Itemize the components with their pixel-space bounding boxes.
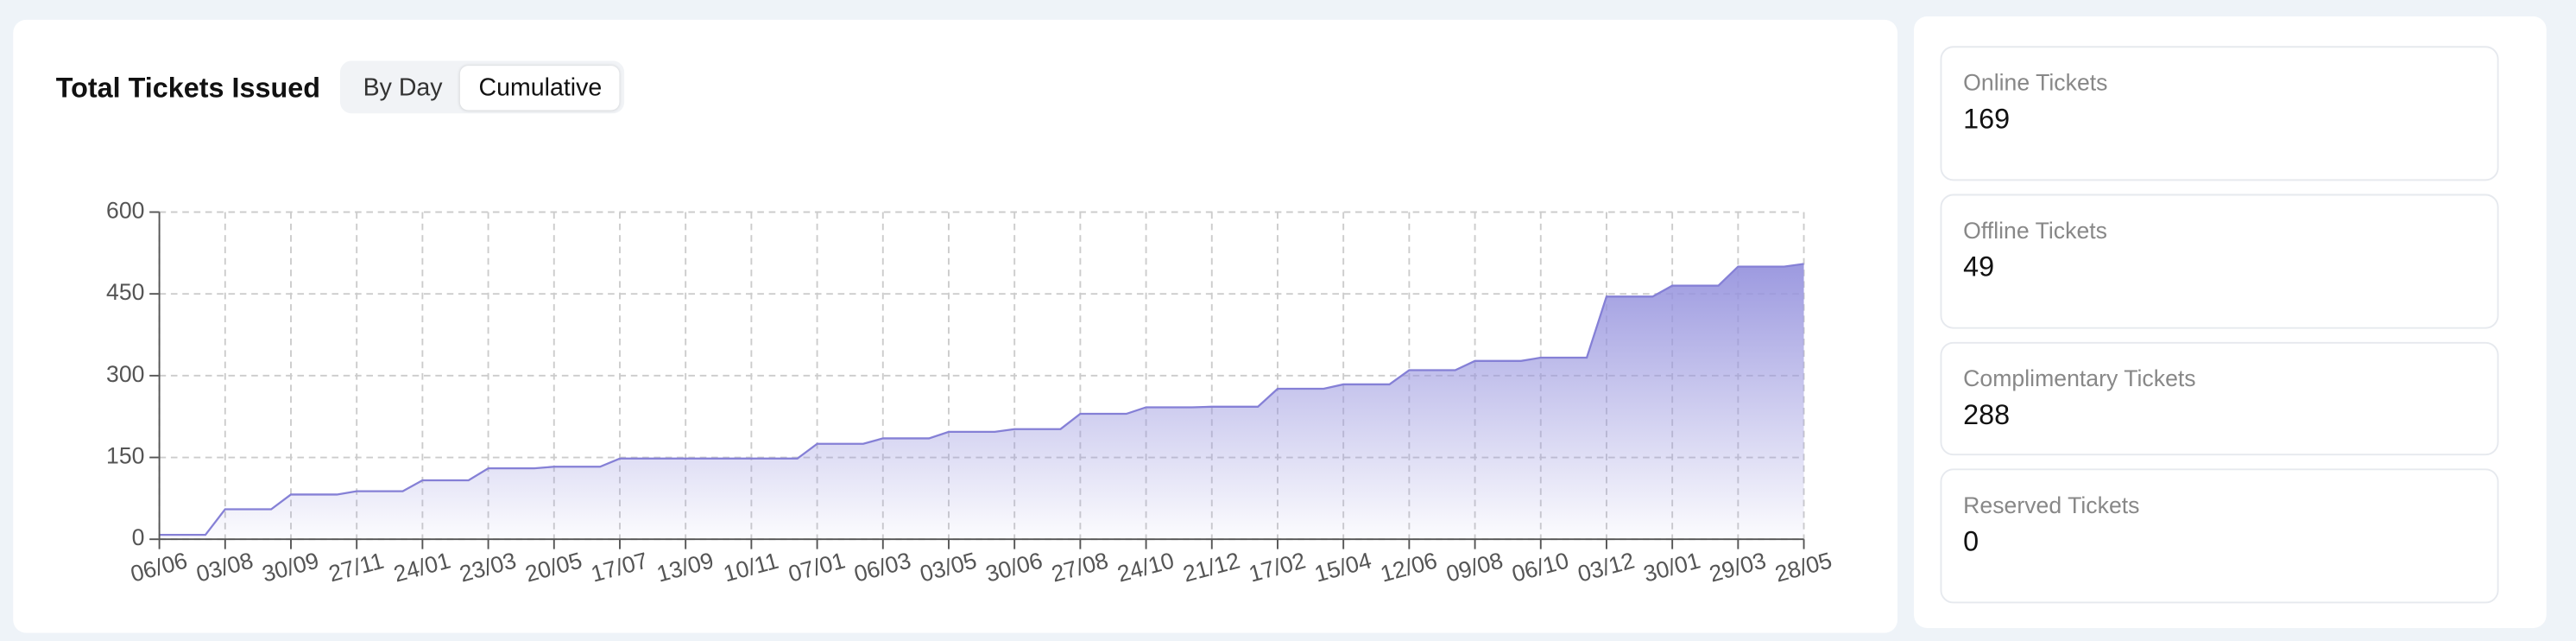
x-tick-label: 20/05 [522,547,584,587]
stat-label: Online Tickets [1963,68,2108,96]
x-tick-label: 03/05 [917,547,979,587]
stat-card: Online Tickets 169 [1940,46,2499,181]
stat-value: 288 [1963,399,2011,431]
area-line [159,263,1804,536]
x-tick-label: 30/01 [1641,547,1703,587]
stat-label: Reserved Tickets [1963,492,2140,518]
x-tick-label: 07/01 [786,547,848,587]
view-toggle: By Day Cumulative [339,60,625,114]
stats-panel: Online Tickets 169 Offline Tickets 49 Compli… [1914,16,2547,628]
y-tick-label: 300 [106,361,144,387]
x-tick-label: 23/03 [457,547,519,587]
x-tick-label: 30/09 [259,547,321,587]
x-tick-label: 28/05 [1772,547,1834,587]
toggle-option[interactable]: By Day [363,73,443,102]
x-tick-label: 29/03 [1707,547,1769,587]
x-tick-label: 24/01 [391,547,453,587]
x-tick-label: 06/06 [128,547,190,587]
x-tick-label: 03/08 [193,547,256,587]
area-fill [159,263,1804,540]
x-tick-label: 27/08 [1049,547,1111,587]
y-tick-label: 0 [132,524,145,550]
toggle-option[interactable]: Cumulative [460,65,621,110]
chart: 0 150 300 450 600 06/06 03/08 30/09 27/11 24/01 23… [106,198,1834,587]
x-tick-label: 13/09 [654,547,717,587]
chart-title: Total Tickets Issued [55,72,320,104]
y-tick-label: 150 [106,443,144,469]
x-tick-label: 15/04 [1312,547,1374,587]
stat-value: 49 [1963,251,1995,283]
stat-card: Offline Tickets 49 [1940,194,2499,329]
x-tick-label: 17/02 [1246,547,1308,587]
x-tick-label: 21/12 [1180,547,1242,587]
x-tick-label: 03/12 [1575,547,1637,587]
stat-value: 0 [1963,525,1979,558]
y-tick-label: 600 [106,198,144,224]
stat-label: Complimentary Tickets [1963,365,2196,391]
stat-label: Offline Tickets [1963,217,2108,244]
x-tick-label: 09/08 [1443,547,1506,587]
x-tick-label: 17/07 [588,547,650,587]
stat-card: Reserved Tickets 0 [1940,468,2499,604]
stat-card: Complimentary Tickets 288 [1940,341,2499,456]
x-tick-label: 06/10 [1509,547,1571,587]
x-tick-label: 12/06 [1378,547,1440,587]
stat-value: 169 [1963,103,2011,136]
x-tick-label: 06/03 [851,547,913,587]
x-tick-label: 24/10 [1114,547,1177,587]
x-tick-label: 30/06 [983,547,1045,587]
y-tick-label: 450 [106,279,144,305]
x-tick-label: 27/11 [326,548,387,587]
x-tick-label: 10/11 [721,548,781,587]
chart-card: Total Tickets Issued By Day Cumulative 0 1… [13,19,1898,633]
